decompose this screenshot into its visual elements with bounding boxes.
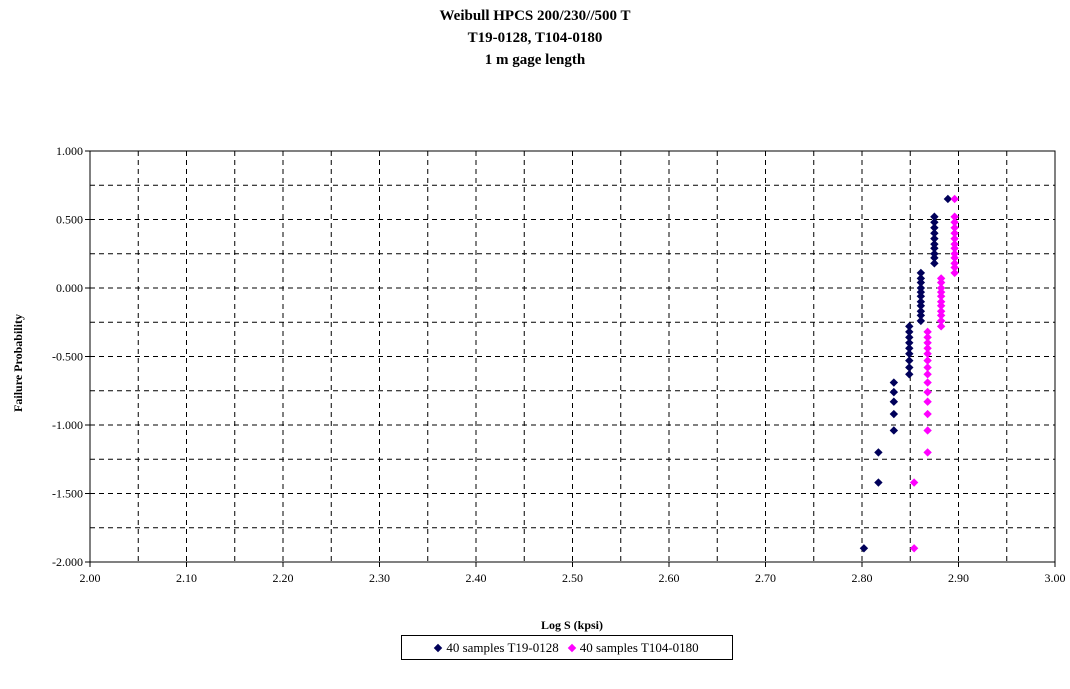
data-point-series-2 bbox=[936, 316, 946, 326]
data-point-series-1 bbox=[905, 338, 914, 347]
x-tick-labels: 2.00 2.10 2.20 2.30 2.40 2.50 2.60 2.70 2.80 2.90… bbox=[80, 571, 1066, 585]
data-point-series-1 bbox=[905, 327, 914, 337]
x-axis-label: Log S (kpsi) bbox=[541, 618, 603, 632]
data-point-series-1 bbox=[859, 544, 869, 553]
data-point-series-1 bbox=[916, 283, 926, 293]
data-point-series-2 bbox=[923, 327, 932, 337]
data-point-series-2 bbox=[923, 349, 932, 358]
data-point-series-2 bbox=[936, 297, 946, 306]
data-point-series-2 bbox=[950, 234, 959, 243]
data-point-series-2 bbox=[950, 268, 959, 278]
data-point-series-2 bbox=[950, 239, 959, 249]
data-point-series-1 bbox=[930, 234, 939, 243]
data-point-series-2 bbox=[923, 426, 932, 435]
data-point-series-1 bbox=[916, 268, 926, 278]
axes bbox=[85, 150, 1056, 567]
x-tick-label: 2.20 bbox=[273, 571, 294, 585]
y-tick-label: -2.000 bbox=[52, 555, 83, 569]
data-point-series-1 bbox=[905, 356, 914, 365]
legend-item-series-2: 40 samples T104-0180 bbox=[567, 639, 699, 656]
data-point-series-2 bbox=[923, 397, 932, 406]
y-tick-label: 1.000 bbox=[56, 144, 83, 158]
y-tick-label: -1.000 bbox=[52, 418, 83, 432]
data-point-series-1 bbox=[905, 322, 914, 331]
data-point-series-2 bbox=[936, 322, 946, 331]
y-axis-label: Failure Probability bbox=[11, 314, 25, 412]
data-point-series-1 bbox=[905, 363, 914, 372]
x-tick-label: 2.60 bbox=[659, 571, 680, 585]
legend-marker-2 bbox=[567, 643, 576, 652]
data-point-series-1 bbox=[943, 194, 953, 204]
data-point-series-1 bbox=[930, 229, 939, 238]
data-point-series-1 bbox=[916, 274, 926, 283]
data-point-series-1 bbox=[916, 316, 926, 326]
data-point-series-1 bbox=[916, 297, 926, 306]
y-tick-labels: -2.000 -1.500 -1.000 -0.500 0.000 0.500 1.000 bbox=[52, 144, 83, 569]
data-point-series-1 bbox=[889, 397, 899, 406]
chart-title-line-1: Weibull HPCS 200/230//500 T bbox=[439, 8, 631, 24]
data-points bbox=[859, 194, 959, 553]
legend: 40 samples T19-0128 40 samples T104-0180 bbox=[401, 635, 733, 660]
legend-item-series-1: 40 samples T19-0128 bbox=[434, 639, 559, 656]
data-point-series-1 bbox=[889, 409, 899, 419]
chart-title-line-2: T19-0128, T104-0180 bbox=[467, 30, 603, 46]
data-point-series-2 bbox=[923, 387, 932, 397]
data-point-series-1 bbox=[889, 387, 899, 397]
legend-label-1: 40 samples T19-0128 bbox=[446, 639, 559, 655]
data-point-series-1 bbox=[889, 378, 899, 387]
data-point-series-1 bbox=[930, 212, 939, 221]
data-point-series-1 bbox=[905, 349, 914, 358]
data-point-series-2 bbox=[923, 448, 932, 457]
data-point-series-2 bbox=[936, 274, 946, 283]
data-point-series-2 bbox=[923, 370, 932, 379]
x-tick-label: 2.70 bbox=[755, 571, 776, 585]
x-tick-label: 2.90 bbox=[948, 571, 969, 585]
data-point-series-1 bbox=[874, 448, 883, 457]
x-tick-label: 2.80 bbox=[852, 571, 873, 585]
data-point-series-2 bbox=[923, 378, 932, 387]
data-point-series-2 bbox=[950, 249, 959, 258]
data-point-series-2 bbox=[950, 259, 959, 268]
data-point-series-2 bbox=[923, 409, 932, 419]
data-point-series-1 bbox=[905, 344, 914, 353]
y-tick-label: 0.000 bbox=[56, 281, 83, 295]
data-point-series-1 bbox=[930, 259, 939, 268]
data-point-series-1 bbox=[930, 223, 939, 232]
data-point-series-1 bbox=[916, 307, 926, 316]
data-point-series-2 bbox=[950, 212, 959, 221]
data-point-series-1 bbox=[889, 426, 899, 435]
data-point-series-2 bbox=[909, 544, 919, 553]
x-tick-label: 2.00 bbox=[80, 571, 101, 585]
data-point-series-1 bbox=[930, 218, 939, 227]
data-point-series-1 bbox=[930, 239, 939, 249]
data-point-series-2 bbox=[950, 194, 959, 204]
data-point-series-2 bbox=[936, 307, 946, 316]
x-tick-label: 3.00 bbox=[1045, 571, 1066, 585]
data-point-series-2 bbox=[950, 218, 959, 227]
y-tick-label: 0.500 bbox=[56, 213, 83, 227]
data-point-series-1 bbox=[874, 478, 883, 487]
data-point-series-2 bbox=[923, 356, 932, 365]
data-point-series-1 bbox=[930, 249, 939, 258]
data-point-series-2 bbox=[923, 344, 932, 353]
y-tick-label: -0.500 bbox=[52, 350, 83, 364]
x-tick-label: 2.40 bbox=[466, 571, 487, 585]
data-point-series-1 bbox=[905, 333, 914, 342]
legend-label-2: 40 samples T104-0180 bbox=[579, 639, 699, 655]
data-point-series-1 bbox=[905, 370, 914, 379]
data-point-series-2 bbox=[923, 333, 932, 342]
data-point-series-2 bbox=[950, 223, 959, 232]
data-point-series-2 bbox=[923, 338, 932, 347]
y-tick-label: -1.500 bbox=[52, 487, 83, 501]
data-point-series-2 bbox=[923, 363, 932, 372]
x-tick-label: 2.30 bbox=[369, 571, 390, 585]
chart-title-line-3: 1 m gage length bbox=[484, 52, 586, 68]
data-point-series-2 bbox=[909, 478, 919, 487]
data-point-series-2 bbox=[950, 229, 959, 238]
legend-marker-1 bbox=[434, 643, 443, 652]
x-tick-label: 2.50 bbox=[562, 571, 583, 585]
x-tick-label: 2.10 bbox=[176, 571, 197, 585]
data-point-series-2 bbox=[936, 283, 946, 293]
